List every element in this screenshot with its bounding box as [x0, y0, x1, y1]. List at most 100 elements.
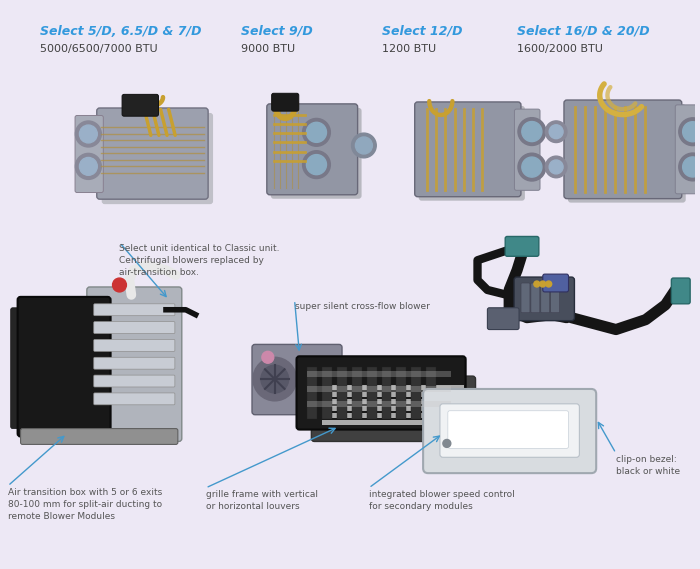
Circle shape — [356, 137, 372, 154]
FancyBboxPatch shape — [297, 356, 466, 430]
FancyBboxPatch shape — [312, 376, 475, 442]
FancyBboxPatch shape — [440, 404, 580, 457]
FancyBboxPatch shape — [514, 277, 575, 321]
Text: 1600/2000 BTU: 1600/2000 BTU — [517, 44, 603, 55]
FancyBboxPatch shape — [414, 102, 521, 197]
Text: super silent cross-flow blower: super silent cross-flow blower — [295, 302, 429, 311]
Circle shape — [550, 160, 563, 174]
FancyBboxPatch shape — [337, 367, 347, 419]
Text: 5000/6500/7000 BTU: 5000/6500/7000 BTU — [41, 44, 158, 55]
Text: 1200 BTU: 1200 BTU — [382, 44, 435, 55]
Circle shape — [546, 281, 552, 287]
FancyBboxPatch shape — [551, 283, 559, 313]
FancyBboxPatch shape — [20, 428, 178, 444]
FancyBboxPatch shape — [322, 367, 332, 419]
FancyBboxPatch shape — [419, 106, 525, 201]
FancyBboxPatch shape — [94, 357, 175, 369]
Circle shape — [545, 121, 567, 143]
FancyBboxPatch shape — [396, 367, 406, 419]
Circle shape — [550, 125, 563, 139]
Circle shape — [79, 125, 97, 143]
Circle shape — [307, 122, 326, 142]
Text: Select 9/D: Select 9/D — [241, 24, 313, 38]
Text: Select 16/D & 20/D: Select 16/D & 20/D — [517, 24, 650, 38]
Circle shape — [679, 153, 700, 181]
Circle shape — [113, 278, 127, 292]
FancyBboxPatch shape — [97, 108, 208, 199]
Circle shape — [518, 153, 546, 181]
FancyBboxPatch shape — [272, 93, 299, 111]
Text: clip-on bezel:
black or white: clip-on bezel: black or white — [616, 455, 680, 476]
FancyBboxPatch shape — [426, 367, 436, 419]
FancyBboxPatch shape — [541, 283, 550, 313]
Circle shape — [522, 122, 542, 142]
Text: grille frame with vertical
or horizontal louvers: grille frame with vertical or horizontal… — [206, 490, 318, 511]
FancyBboxPatch shape — [423, 389, 596, 473]
FancyBboxPatch shape — [122, 94, 158, 116]
FancyBboxPatch shape — [10, 308, 27, 428]
FancyBboxPatch shape — [94, 321, 175, 333]
FancyBboxPatch shape — [367, 367, 377, 419]
Circle shape — [522, 157, 542, 177]
Text: integrated blower speed control
for secondary modules: integrated blower speed control for seco… — [369, 490, 514, 511]
FancyBboxPatch shape — [352, 367, 362, 419]
Text: Select unit identical to Classic unit.
Centrifugal blowers replaced by
air-trans: Select unit identical to Classic unit. C… — [120, 245, 280, 277]
FancyBboxPatch shape — [521, 283, 530, 313]
FancyBboxPatch shape — [322, 420, 463, 424]
FancyBboxPatch shape — [322, 399, 463, 404]
FancyBboxPatch shape — [94, 375, 175, 387]
Text: Select 5/D, 6.5/D & 7/D: Select 5/D, 6.5/D & 7/D — [41, 24, 202, 38]
FancyBboxPatch shape — [75, 116, 104, 192]
FancyBboxPatch shape — [102, 113, 213, 204]
FancyBboxPatch shape — [322, 385, 463, 390]
FancyBboxPatch shape — [505, 237, 539, 256]
Circle shape — [682, 157, 700, 177]
Circle shape — [534, 281, 540, 287]
Circle shape — [443, 439, 451, 447]
Circle shape — [76, 154, 101, 179]
FancyBboxPatch shape — [252, 344, 342, 415]
Text: Air transition box with 5 or 6 exits
80-100 mm for split-air ducting to
remote B: Air transition box with 5 or 6 exits 80-… — [8, 488, 162, 521]
Circle shape — [545, 156, 567, 178]
FancyBboxPatch shape — [514, 109, 540, 190]
FancyBboxPatch shape — [322, 406, 463, 411]
FancyBboxPatch shape — [564, 100, 682, 199]
Text: Select 12/D: Select 12/D — [382, 24, 462, 38]
Circle shape — [253, 357, 297, 401]
Circle shape — [351, 133, 376, 158]
FancyBboxPatch shape — [87, 287, 182, 442]
FancyBboxPatch shape — [94, 304, 175, 316]
FancyBboxPatch shape — [94, 393, 175, 405]
Circle shape — [302, 118, 330, 146]
FancyBboxPatch shape — [94, 340, 175, 351]
Circle shape — [540, 281, 546, 287]
FancyBboxPatch shape — [411, 367, 421, 419]
FancyBboxPatch shape — [676, 105, 700, 194]
FancyBboxPatch shape — [568, 104, 686, 203]
FancyBboxPatch shape — [267, 104, 358, 195]
FancyBboxPatch shape — [307, 371, 451, 377]
Circle shape — [79, 158, 97, 175]
FancyBboxPatch shape — [531, 283, 540, 313]
Circle shape — [261, 365, 288, 393]
FancyBboxPatch shape — [542, 274, 568, 292]
Circle shape — [307, 155, 326, 175]
Circle shape — [76, 121, 101, 147]
Circle shape — [262, 351, 274, 363]
FancyBboxPatch shape — [671, 278, 690, 304]
FancyBboxPatch shape — [382, 367, 391, 419]
Circle shape — [679, 118, 700, 146]
FancyBboxPatch shape — [18, 297, 111, 436]
FancyBboxPatch shape — [322, 392, 463, 397]
FancyBboxPatch shape — [307, 367, 317, 419]
Circle shape — [302, 151, 330, 179]
Text: 9000 BTU: 9000 BTU — [241, 44, 295, 55]
FancyBboxPatch shape — [271, 108, 362, 199]
FancyBboxPatch shape — [487, 308, 519, 329]
Circle shape — [518, 118, 546, 146]
FancyBboxPatch shape — [322, 413, 463, 418]
FancyBboxPatch shape — [448, 411, 568, 448]
FancyBboxPatch shape — [307, 401, 451, 407]
FancyBboxPatch shape — [307, 386, 451, 392]
Circle shape — [682, 122, 700, 142]
